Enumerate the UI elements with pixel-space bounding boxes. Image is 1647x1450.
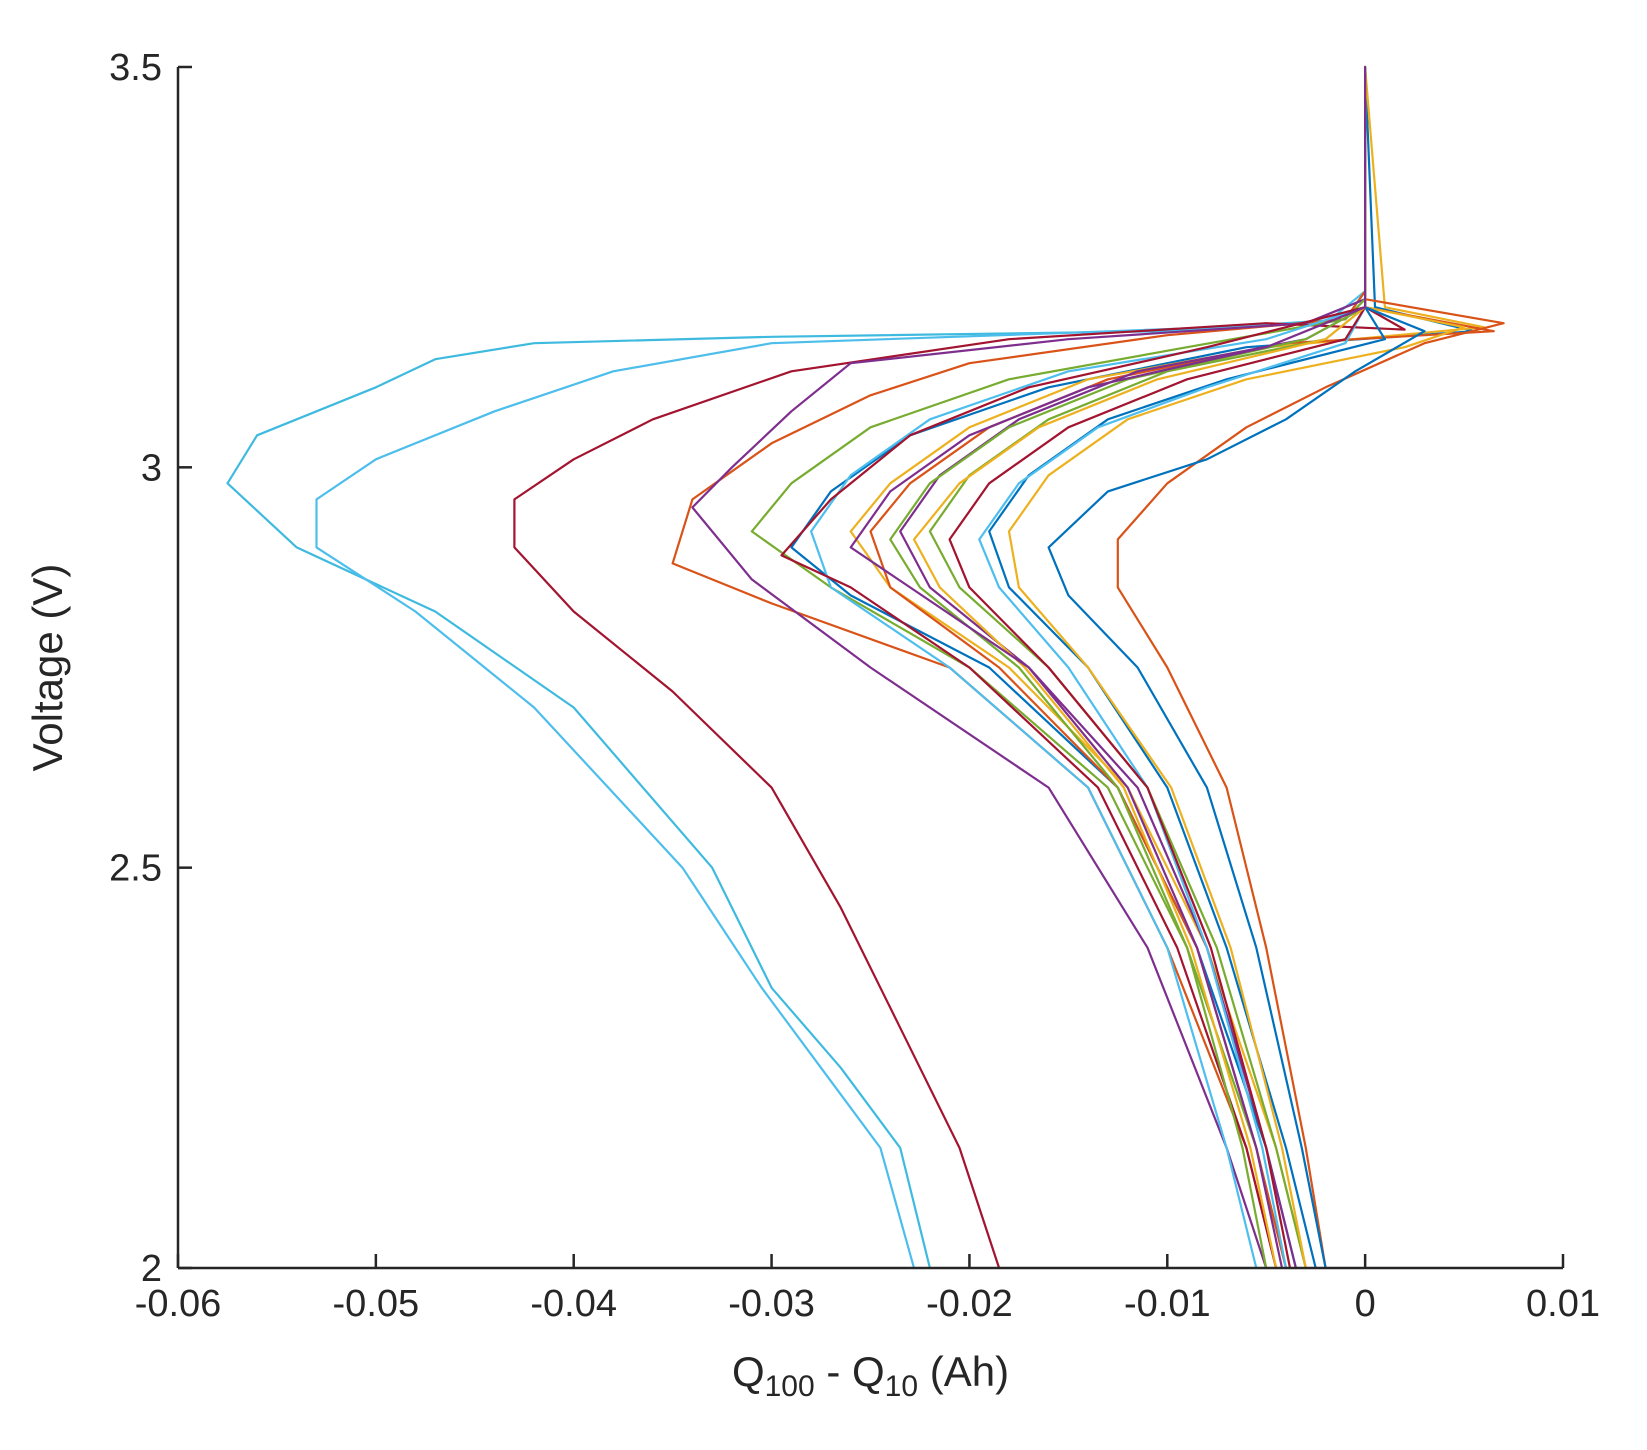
y-tick-label: 2.5 [109, 848, 162, 890]
series-line-21 [912, 65, 1367, 1270]
series-line-16 [978, 65, 1367, 1270]
y-tick-label: 3.5 [109, 47, 162, 89]
y-tick-label: 3 [141, 447, 162, 489]
series-layer [226, 65, 1505, 1270]
x-tick-label: -0.04 [530, 1283, 617, 1325]
x-axis-label-mid: - [815, 1348, 852, 1395]
x-tick-label: -0.02 [926, 1283, 1013, 1325]
series-line-5 [691, 65, 1367, 1270]
series-line-6 [750, 65, 1367, 1270]
x-tick-label: 0 [1355, 1283, 1376, 1325]
series-line-15 [1007, 65, 1466, 1270]
series-line-20 [889, 65, 1367, 1270]
y-tick-label: 2 [141, 1248, 162, 1290]
series-line-14 [988, 65, 1387, 1270]
y-axis-label: Voltage (V) [24, 564, 71, 772]
x-tick-label: -0.06 [135, 1283, 222, 1325]
series-line-3 [513, 65, 1406, 1270]
x-tick-label: -0.01 [1124, 1283, 1211, 1325]
series-line-11 [869, 65, 1495, 1270]
series-line-9 [809, 65, 1367, 1270]
x-tick-label: -0.05 [333, 1283, 420, 1325]
x-ticks: -0.06 -0.05 -0.04 -0.03 -0.02 -0.01 0 0.01 [135, 1254, 1600, 1325]
series-line-22 [849, 65, 1367, 1270]
x-axis-label-unit: (Ah) [918, 1348, 1009, 1395]
series-line-10 [780, 65, 1367, 1270]
series-line-13 [928, 65, 1367, 1270]
x-axis-label-q1: Q [732, 1348, 765, 1395]
y-ticks: 2 2.5 3 3.5 [109, 47, 192, 1290]
series-line-1 [226, 65, 1367, 1270]
x-axis-label: Q100 - Q10 (Ah) [732, 1348, 1009, 1403]
series-line-18 [1116, 65, 1505, 1270]
x-axis-label-sub2: 10 [885, 1370, 918, 1403]
series-line-8 [849, 65, 1486, 1270]
x-axis-label-q2: Q [852, 1348, 885, 1395]
series-line-7 [790, 65, 1476, 1270]
x-tick-label: -0.03 [728, 1283, 815, 1325]
series-line-17 [948, 65, 1367, 1270]
x-tick-label: 0.01 [1526, 1283, 1600, 1325]
x-axis-label-sub1: 100 [765, 1370, 815, 1403]
series-line-19 [1047, 65, 1426, 1270]
